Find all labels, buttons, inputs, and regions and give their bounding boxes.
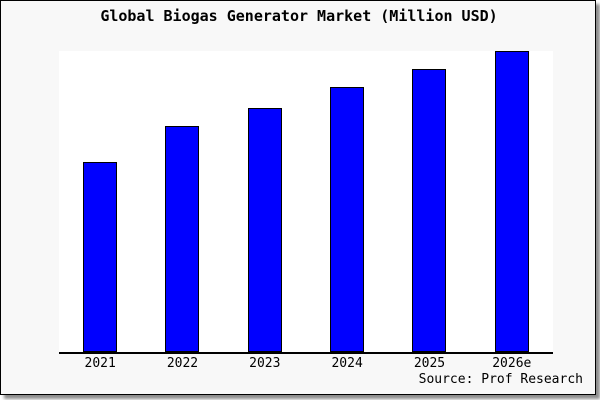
x-tick-label-2024: 2024 (331, 356, 363, 371)
bar-2024 (330, 87, 365, 352)
x-tick-label-2026e: 2026e (492, 356, 532, 371)
chart-title: Global Biogas Generator Market (Million … (100, 7, 498, 25)
bar-slot-2021 (59, 51, 141, 352)
bar-2023 (247, 108, 282, 352)
bar-slot-2026e (471, 51, 553, 352)
x-tick-label-2023: 2023 (249, 356, 281, 371)
bar-slot-2023 (224, 51, 306, 352)
source-text: Source: Prof Research (418, 372, 583, 387)
bar-slot-2022 (141, 51, 223, 352)
x-tick-label-2025: 2025 (413, 356, 446, 371)
x-axis-line (59, 352, 553, 354)
x-tick-label-2022: 2022 (166, 356, 199, 371)
bar-slot-2024 (306, 51, 388, 352)
bar-2021 (83, 162, 118, 352)
plot-area (59, 51, 553, 352)
x-tick-labels: 2021 2022 2023 2024 2025 2026e (59, 357, 553, 371)
x-tick-label-2021: 2021 (84, 356, 116, 371)
bar-2025 (412, 69, 447, 352)
bar-slot-2025 (388, 51, 470, 352)
bar-2026e (494, 51, 529, 352)
bars (59, 51, 553, 352)
bar-2022 (165, 126, 200, 352)
